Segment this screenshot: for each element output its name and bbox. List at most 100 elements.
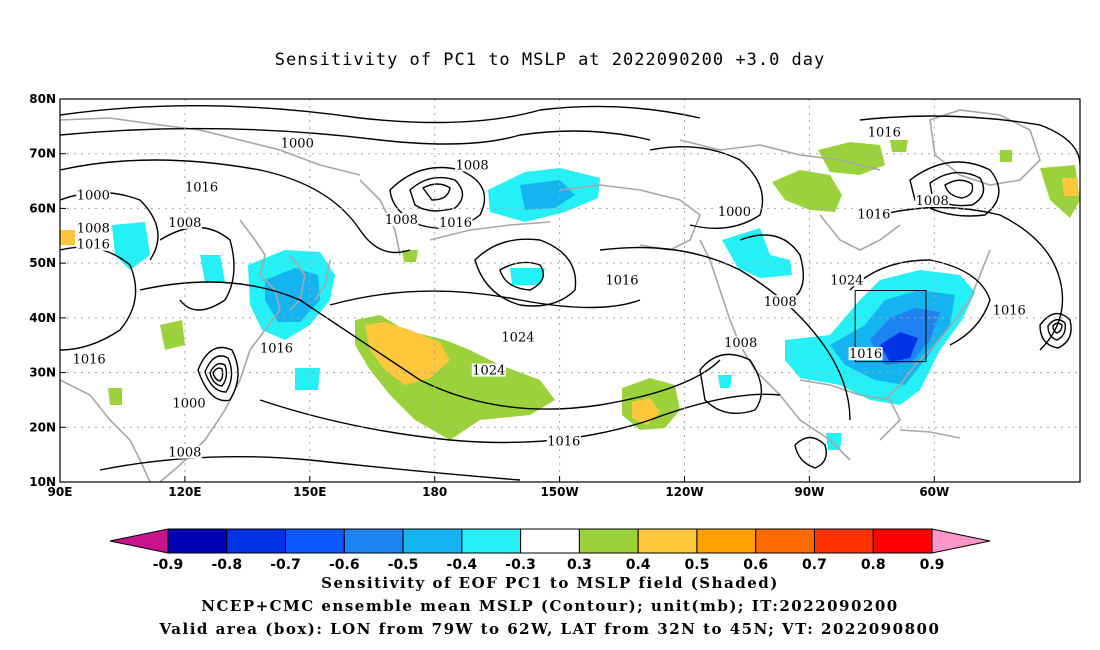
colorbar-label: -0.8 (211, 557, 242, 573)
coast-na-east (884, 249, 991, 401)
lon-tick-label: 150E (293, 485, 326, 499)
colorbar-label: 0.3 (567, 557, 592, 573)
lat-tick-label: 40N (29, 311, 56, 325)
isobar-label-bg (259, 341, 294, 355)
valid-area-box (854, 290, 927, 363)
isobar-1016-subtropical (139, 281, 721, 410)
colorbar-swatch (167, 528, 228, 554)
isobar-label-bg (455, 158, 490, 172)
lat-tick-label: 80N (29, 92, 56, 106)
isobar-label: 1008 (168, 216, 201, 231)
isobar-1008-na (739, 234, 804, 301)
isobar-label: 1016 (73, 353, 106, 368)
colorbar-swatch (872, 528, 933, 554)
coast-na-west (699, 239, 851, 461)
lon-tick-label: 120W (665, 485, 703, 499)
coast-aleutians (429, 221, 551, 241)
map-gridlines (60, 99, 1080, 482)
colorbar-label: 0.8 (861, 557, 886, 573)
coast-gulf (799, 379, 901, 441)
lat-tick-label: 10N (29, 475, 56, 489)
lat-tick-label: 70N (29, 147, 56, 161)
colorbar-label: -0.3 (505, 557, 536, 573)
lon-tick-label: 180 (422, 485, 447, 499)
lon-tick-label: 120E (168, 485, 201, 499)
isobar-1024-atlantic (849, 259, 991, 346)
isobar-1008-asia (159, 226, 235, 311)
colorbar-swatch (461, 528, 522, 554)
isobar-label: 1024 (501, 331, 534, 346)
caption-contour: NCEP+CMC ensemble mean MSLP (Contour); u… (201, 597, 899, 615)
coast-hudson (819, 214, 901, 251)
isobar-1016-south (259, 393, 781, 444)
isobar-label: 1008 (764, 295, 797, 310)
isobar-label-bg (167, 445, 202, 459)
isobar-label-bg (992, 303, 1027, 317)
isobar-label: 1016 (185, 180, 218, 195)
positive-region-small-asia-2 (108, 388, 122, 405)
negative-region-east-asia-core (265, 268, 320, 322)
colorbar-swatch (285, 528, 345, 554)
low-atlantic-3 (1052, 322, 1063, 334)
isobar-label-bg (763, 295, 798, 309)
isobar-1000-alaska (649, 146, 764, 230)
isobar-1000-north (60, 105, 701, 124)
colorbar-swatch (578, 528, 639, 554)
low-typhoon-2 (204, 355, 233, 393)
colorbar-swatch (813, 528, 874, 554)
isobar-label-bg (172, 396, 207, 410)
isobar-1016-atlantic (879, 206, 1064, 351)
isobar-label-bg (867, 125, 902, 139)
isobar-label-bg (72, 352, 107, 366)
isobar-1008-gulf (794, 436, 827, 469)
lat-tick-label: 20N (29, 420, 56, 434)
colorbar-low-arrow (109, 528, 169, 554)
lat-tick-label: 30N (29, 366, 56, 380)
plot-frame (59, 98, 1081, 483)
low-typhoon-4 (212, 367, 224, 382)
positive-region-small-canada (890, 140, 908, 152)
isobar-label-bg (184, 180, 219, 194)
isobar-label: 1016 (547, 435, 580, 450)
isobar-labels: 1000 1008 1000 1016 1008 1016 1008 1008 1016 1000… (72, 125, 1027, 461)
negative-region-small-6 (718, 375, 732, 388)
isobar-label: 1008 (385, 213, 418, 228)
isobar-label: 1008 (77, 221, 110, 236)
low-aleutian-2 (409, 176, 464, 212)
isobar-label: 1008 (168, 446, 201, 461)
isobar-label-bg (471, 363, 506, 377)
positive-region-arctic-2-core (1062, 178, 1078, 196)
isobar-1016-arctic (859, 115, 1080, 166)
isobar-label: 1000 (77, 188, 110, 203)
isobar-label-bg (723, 336, 758, 350)
colorbar-swatch (226, 528, 287, 554)
coast-asia-north (60, 117, 361, 176)
colorbar-label: 0.7 (802, 557, 827, 573)
isobar-label-bg (280, 136, 315, 150)
positive-region-north-canada (772, 170, 842, 212)
colorbar-swatch (637, 528, 698, 554)
positive-region-small-west (60, 230, 75, 245)
negative-region-small-3 (510, 268, 545, 285)
lon-tick-label: 90W (794, 485, 824, 499)
colorbar-label: 0.9 (920, 557, 945, 573)
isobar-label: 1000 (173, 396, 206, 411)
isobar-label-bg (546, 434, 581, 448)
positive-region-small-pac (402, 250, 418, 262)
low-arctic-3 (944, 179, 974, 199)
isobar-label: 1000 (718, 205, 751, 220)
isobar-1008-north (60, 127, 651, 145)
isobar-label-bg (384, 213, 419, 227)
isobar-1008-mexico (699, 353, 763, 414)
coast-korea-japan (289, 254, 331, 311)
colorbar-label: 0.4 (626, 557, 651, 573)
isobar-label: 1024 (830, 273, 863, 288)
colorbar-swatch (402, 528, 463, 554)
isobar-label: 1016 (260, 342, 293, 357)
coast-china-south (60, 379, 151, 482)
positive-region-central-pacific-core (365, 322, 450, 385)
isobar-label-bg (915, 193, 950, 207)
isobar-label: 1008 (916, 194, 949, 209)
chart-title: Sensitivity of PC1 to MSLP at 2022090200… (274, 50, 826, 70)
